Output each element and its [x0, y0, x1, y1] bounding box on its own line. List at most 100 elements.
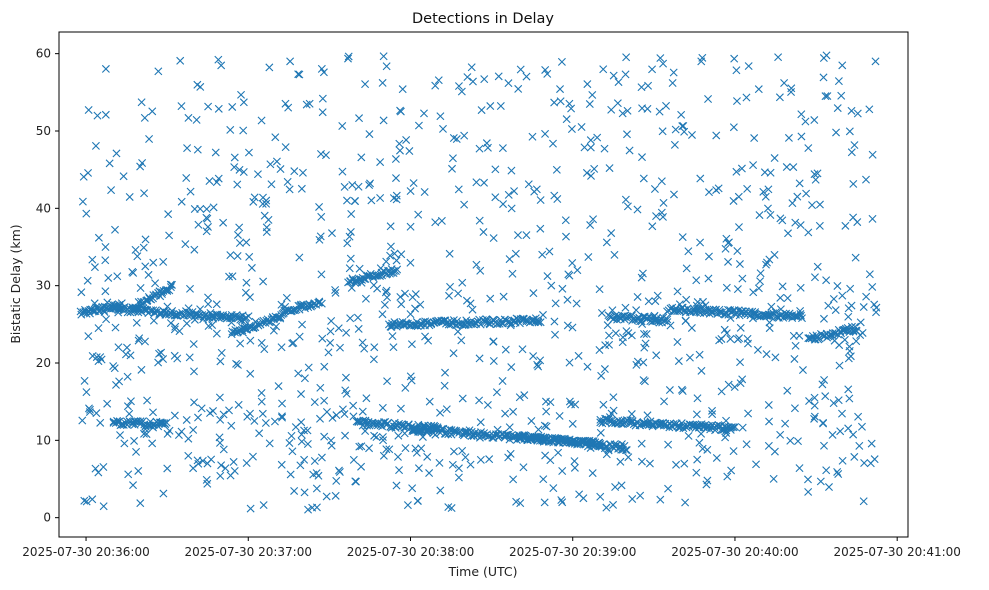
data-point: [162, 418, 171, 427]
data-point: [156, 292, 165, 301]
data-point: [365, 444, 374, 453]
data-point: [320, 432, 329, 441]
data-point: [666, 321, 675, 330]
y-tick-label: 20: [36, 356, 51, 370]
data-point: [241, 322, 250, 331]
data-point: [110, 364, 119, 373]
data-point: [776, 293, 785, 302]
data-point: [802, 189, 811, 198]
data-point: [834, 77, 843, 86]
data-point: [838, 409, 846, 418]
data-point: [342, 328, 351, 337]
data-point: [405, 147, 414, 156]
data-point: [382, 445, 391, 454]
data-point: [489, 431, 498, 440]
data-point: [574, 351, 583, 360]
data-point: [724, 257, 733, 266]
data-point: [235, 165, 244, 174]
data-point: [609, 406, 618, 415]
data-point: [723, 472, 732, 481]
data-point: [833, 104, 842, 113]
data-point: [310, 457, 319, 465]
data-point: [480, 75, 489, 84]
data-point: [749, 288, 758, 297]
data-point: [277, 412, 286, 421]
data-point: [389, 343, 398, 352]
data-point: [379, 52, 388, 61]
data-point: [846, 284, 855, 293]
data-point: [865, 105, 874, 114]
data-point: [558, 284, 567, 293]
data-point: [726, 314, 735, 322]
data-point: [735, 334, 744, 343]
data-point: [235, 223, 244, 232]
data-point: [288, 447, 297, 456]
data-point: [101, 243, 110, 251]
data-point: [732, 97, 741, 106]
data-point: [203, 222, 212, 231]
data-point: [176, 56, 185, 65]
data-point: [367, 196, 376, 205]
data-point: [738, 423, 747, 432]
data-point: [274, 382, 283, 391]
data-point: [778, 282, 787, 291]
data-point: [565, 358, 574, 367]
data-point: [859, 497, 868, 506]
data-point: [227, 318, 236, 327]
data-point: [80, 496, 89, 505]
data-point: [534, 318, 543, 327]
data-point: [363, 419, 372, 428]
data-point: [767, 302, 776, 311]
data-point: [369, 281, 378, 290]
data-point: [119, 172, 128, 181]
data-point: [414, 464, 423, 473]
data-point: [440, 381, 449, 390]
data-point: [130, 417, 139, 426]
data-point: [482, 139, 491, 148]
data-point: [590, 164, 599, 173]
data-point: [804, 487, 813, 496]
data-point: [609, 393, 618, 402]
data-point: [113, 272, 122, 281]
data-point: [511, 249, 520, 258]
data-point: [551, 299, 560, 308]
data-point: [357, 462, 366, 471]
data-point: [840, 335, 849, 344]
data-point: [278, 413, 287, 422]
data-point: [322, 492, 331, 501]
data-point: [704, 252, 713, 261]
data-point: [101, 287, 110, 296]
data-point: [580, 143, 589, 152]
data-point: [383, 377, 392, 386]
data-point: [295, 332, 304, 341]
data-point: [507, 204, 516, 213]
data-point: [639, 420, 648, 429]
data-point: [431, 430, 440, 439]
data-point: [563, 321, 572, 330]
data-point: [134, 336, 143, 345]
data-point: [411, 444, 420, 453]
data-point: [230, 153, 239, 162]
data-point: [743, 184, 752, 193]
data-point: [699, 297, 707, 306]
data-point: [123, 343, 131, 352]
data-point: [506, 449, 515, 458]
data-point: [149, 408, 157, 417]
data-point: [589, 215, 598, 224]
data-point: [231, 328, 240, 337]
data-point: [788, 199, 797, 208]
data-point: [431, 81, 440, 90]
data-point: [297, 418, 306, 427]
data-point: [290, 167, 299, 176]
data-point: [847, 148, 856, 157]
data-point: [822, 466, 831, 475]
data-point: [596, 428, 605, 437]
data-point: [192, 115, 201, 124]
data-point: [148, 439, 157, 448]
data-point: [621, 195, 630, 204]
data-point: [355, 114, 364, 123]
data-point: [199, 315, 208, 324]
data-point: [401, 289, 409, 298]
data-point: [166, 319, 175, 328]
data-point: [644, 297, 653, 306]
